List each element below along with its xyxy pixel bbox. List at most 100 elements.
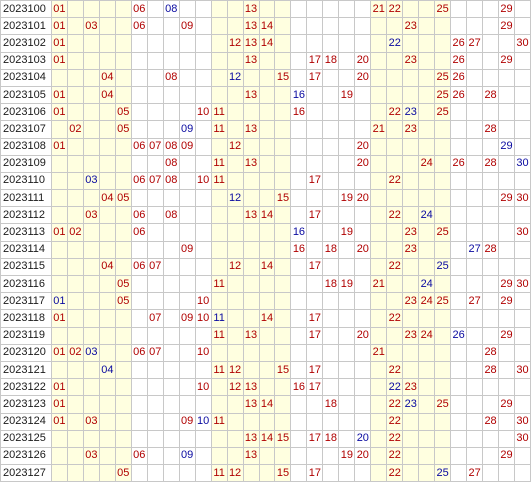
number-cell-09 bbox=[178, 223, 196, 242]
number-cell-23 bbox=[402, 360, 420, 380]
number-cell-11: 11 bbox=[210, 171, 228, 191]
number-cell-28 bbox=[482, 446, 500, 466]
number-cell-27 bbox=[466, 103, 484, 122]
number-cell-10 bbox=[194, 395, 212, 414]
table-row: 2023117 01 05 10 23 24 25 27 29 bbox=[0, 292, 531, 311]
number-cell-12 bbox=[226, 240, 244, 259]
number-cell-20 bbox=[354, 464, 372, 482]
number-cell-24 bbox=[418, 378, 436, 397]
number-cell-14 bbox=[258, 85, 276, 105]
number-cell-19 bbox=[338, 292, 356, 311]
number-cell-24: 24 bbox=[418, 274, 436, 294]
number-cell-17 bbox=[306, 103, 324, 122]
number-cell-03 bbox=[82, 0, 100, 19]
number-cell-12: 12 bbox=[226, 137, 244, 156]
number-cell-20 bbox=[354, 103, 372, 122]
number-cell-16 bbox=[290, 309, 308, 328]
number-cell-12 bbox=[226, 326, 244, 345]
number-cell-22: 22 bbox=[386, 464, 404, 482]
number-cell-23 bbox=[402, 274, 420, 294]
number-cell-21 bbox=[370, 34, 388, 53]
number-cell-21: 21 bbox=[370, 274, 388, 294]
number-cell-17 bbox=[306, 223, 324, 242]
number-cell-15: 15 bbox=[274, 429, 292, 448]
number-cell-07: 07 bbox=[146, 137, 164, 156]
number-cell-19: 19 bbox=[338, 85, 356, 105]
number-cell-08: 08 bbox=[162, 68, 180, 87]
number-cell-03 bbox=[82, 240, 100, 259]
number-cell-21 bbox=[370, 85, 388, 105]
number-cell-20 bbox=[354, 120, 372, 139]
number-cell-27: 27 bbox=[466, 292, 484, 311]
number-cell-22 bbox=[386, 17, 404, 36]
number-cell-21 bbox=[370, 206, 388, 225]
number-cell-18 bbox=[322, 34, 340, 53]
number-cell-19 bbox=[338, 326, 356, 345]
number-cell-17: 17 bbox=[306, 309, 324, 328]
number-cell-23: 23 bbox=[402, 292, 420, 311]
number-cell-30 bbox=[514, 309, 531, 328]
number-cell-05 bbox=[114, 240, 132, 259]
number-cell-01 bbox=[50, 257, 68, 277]
number-cell-21 bbox=[370, 51, 388, 70]
number-cell-11 bbox=[210, 137, 228, 156]
number-cell-28 bbox=[482, 309, 500, 328]
number-cell-09 bbox=[178, 257, 196, 277]
period-cell: 2023112 bbox=[0, 206, 52, 225]
number-cell-25 bbox=[434, 34, 452, 53]
number-cell-26 bbox=[450, 292, 468, 311]
period-cell: 2023120 bbox=[0, 343, 52, 362]
number-cell-18 bbox=[322, 309, 340, 328]
number-cell-20 bbox=[354, 274, 372, 294]
number-cell-30 bbox=[514, 137, 531, 156]
number-cell-30: 30 bbox=[514, 34, 531, 53]
table-row: 2023115 04 06 07 12 14 17 22 25 bbox=[0, 257, 531, 277]
number-cell-15: 15 bbox=[274, 189, 292, 208]
number-cell-04 bbox=[98, 309, 116, 328]
table-row: 2023112 03 06 08 13 14 17 22 24 bbox=[0, 206, 531, 225]
number-cell-22 bbox=[386, 154, 404, 173]
number-cell-30: 30 bbox=[514, 412, 531, 431]
number-cell-25 bbox=[434, 309, 452, 328]
number-cell-05 bbox=[114, 257, 132, 277]
number-cell-05 bbox=[114, 309, 132, 328]
number-cell-18 bbox=[322, 206, 340, 225]
number-cell-09 bbox=[178, 34, 196, 53]
number-cell-13: 13 bbox=[242, 429, 260, 448]
number-cell-17 bbox=[306, 85, 324, 105]
number-cell-26 bbox=[450, 120, 468, 139]
number-cell-28 bbox=[482, 34, 500, 53]
number-cell-30 bbox=[514, 446, 531, 466]
number-cell-23 bbox=[402, 412, 420, 431]
number-cell-04: 04 bbox=[98, 257, 116, 277]
number-cell-11 bbox=[210, 240, 228, 259]
number-cell-02 bbox=[66, 137, 84, 156]
number-cell-23: 23 bbox=[402, 326, 420, 345]
number-cell-05 bbox=[114, 360, 132, 380]
number-cell-26 bbox=[450, 223, 468, 242]
number-cell-08 bbox=[162, 17, 180, 36]
number-cell-08: 08 bbox=[162, 137, 180, 156]
number-cell-21 bbox=[370, 395, 388, 414]
number-cell-25 bbox=[434, 51, 452, 70]
number-cell-24 bbox=[418, 446, 436, 466]
number-cell-07: 07 bbox=[146, 309, 164, 328]
period-cell: 2023108 bbox=[0, 137, 52, 156]
number-cell-07 bbox=[146, 464, 164, 482]
number-cell-07 bbox=[146, 17, 164, 36]
number-cell-19: 19 bbox=[338, 223, 356, 242]
period-cell: 2023127 bbox=[0, 464, 52, 482]
number-cell-18 bbox=[322, 0, 340, 19]
number-cell-17 bbox=[306, 343, 324, 362]
number-cell-29 bbox=[498, 103, 516, 122]
number-cell-14 bbox=[258, 412, 276, 431]
number-cell-27 bbox=[466, 0, 484, 19]
number-cell-26 bbox=[450, 464, 468, 482]
number-cell-22: 22 bbox=[386, 257, 404, 277]
number-cell-21 bbox=[370, 137, 388, 156]
number-cell-24 bbox=[418, 103, 436, 122]
number-cell-20 bbox=[354, 292, 372, 311]
number-cell-07 bbox=[146, 154, 164, 173]
number-cell-08 bbox=[162, 464, 180, 482]
number-cell-17 bbox=[306, 0, 324, 19]
